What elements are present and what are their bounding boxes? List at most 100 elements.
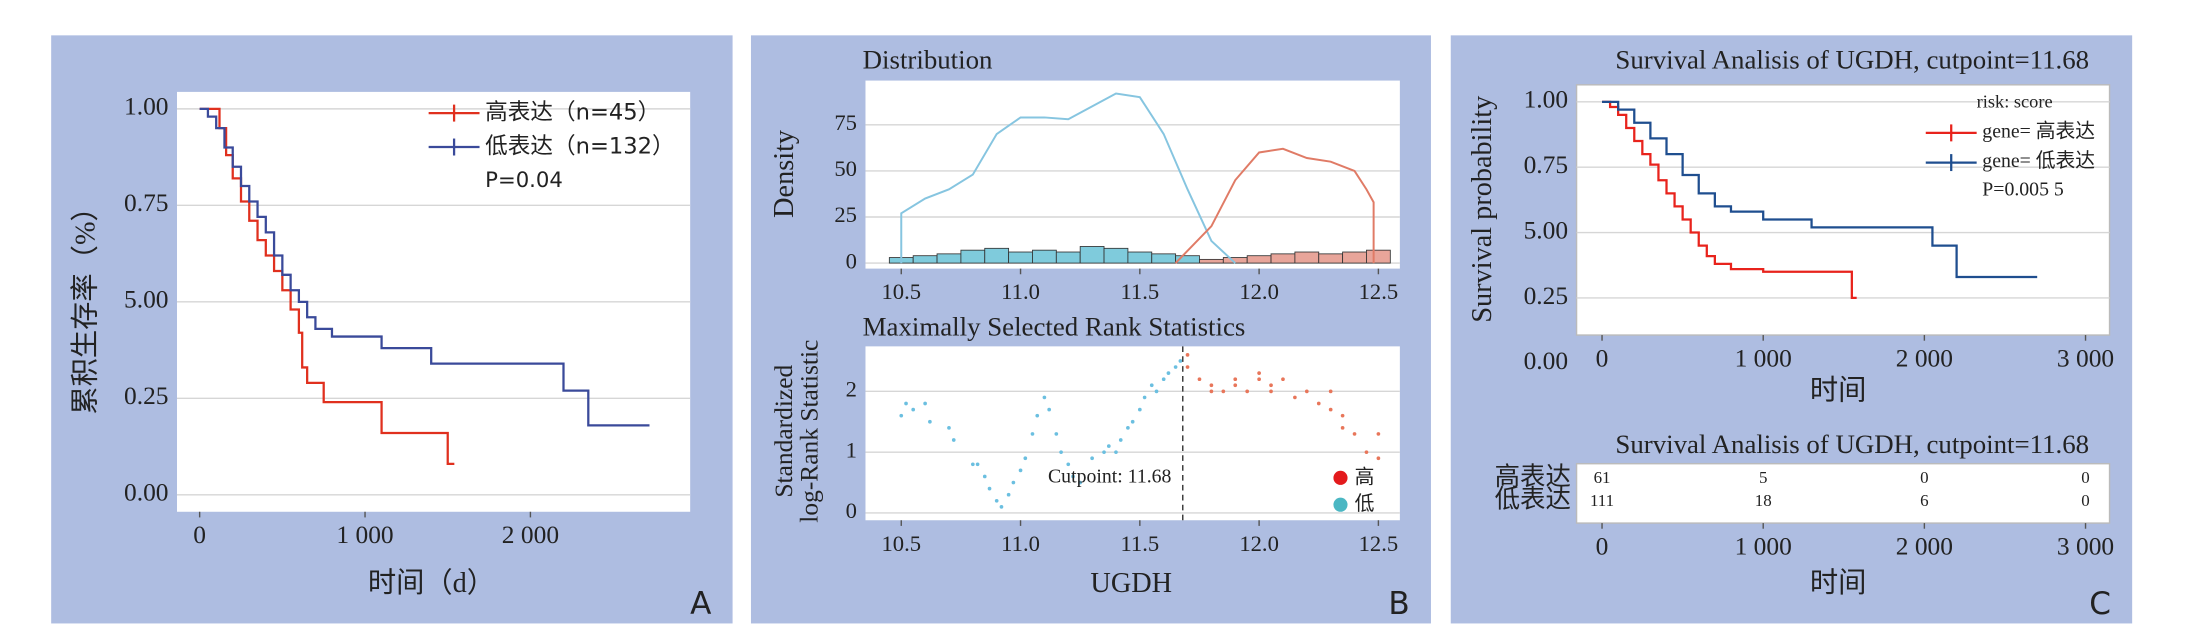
y-axis-label: Density	[769, 129, 800, 218]
scatter-point	[904, 401, 908, 406]
x-tick-label: 0	[1596, 531, 1609, 560]
histogram-bar	[1366, 249, 1391, 264]
scatter-point	[1018, 468, 1023, 473]
y-tick-label: 0.75	[1524, 150, 1569, 179]
row-label: 高表达	[1495, 462, 1571, 491]
scatter-point	[994, 498, 999, 503]
scatter-point	[1126, 425, 1130, 430]
scatter-point	[1281, 377, 1285, 382]
scatter-point	[1059, 450, 1063, 454]
histogram-bar	[1055, 251, 1081, 264]
scatter-point	[1114, 450, 1118, 454]
x-axis-label: 时间	[1810, 374, 1867, 406]
y-axis-label: Standardized	[769, 365, 798, 498]
histogram-bar	[1318, 253, 1344, 264]
legend-label: gene= 低表达	[1982, 150, 2095, 172]
x-tick-label: 1 000	[336, 520, 393, 549]
scatter-point	[1316, 401, 1321, 406]
scatter-point	[1118, 438, 1123, 442]
scatter-point	[1209, 383, 1214, 388]
table-cell: 111	[1590, 491, 1614, 510]
scatter-point	[1257, 377, 1261, 382]
scatter-point	[1154, 389, 1159, 394]
plot-area	[865, 80, 1400, 269]
scatter-point	[899, 413, 904, 418]
x-axis-label: UGDH	[1090, 568, 1172, 599]
scatter-point	[1340, 425, 1345, 430]
scatter-point	[1352, 432, 1357, 436]
scatter-point	[1245, 389, 1250, 394]
x-axis-label: 时间（d）	[368, 567, 495, 599]
scatter-point	[1173, 365, 1178, 369]
x-tick-label: 10.5	[881, 279, 921, 304]
scatter-point	[975, 462, 980, 467]
scatter-point	[1293, 395, 1297, 400]
scatter-point	[1269, 383, 1273, 388]
x-tick-label: 11.5	[1120, 279, 1159, 304]
scatter-point	[1376, 432, 1381, 436]
scatter-point	[999, 505, 1004, 509]
histogram-bar	[1079, 246, 1105, 264]
scatter-point	[1023, 456, 1028, 461]
y-tick-label: 1.00	[1524, 85, 1569, 114]
legend-label: 高	[1355, 465, 1375, 488]
x-tick-label: 12.0	[1239, 531, 1279, 556]
x-tick-label: 11.0	[1001, 531, 1040, 556]
x-tick-label: 2 000	[1896, 343, 1953, 372]
x-tick-label: 11.0	[1001, 279, 1040, 304]
x-tick-label: 3 000	[2057, 343, 2114, 372]
scatter-point	[1066, 462, 1071, 467]
y-tick-label: 50	[834, 156, 857, 181]
histogram-bar	[936, 253, 962, 264]
scatter-point	[1340, 413, 1345, 418]
histogram-bar	[912, 255, 938, 264]
table-cell: 0	[1920, 468, 1928, 487]
y-tick-label: 0	[846, 498, 857, 523]
histogram-bar	[1199, 258, 1224, 264]
scatter-point	[1035, 413, 1040, 418]
scatter-point	[1185, 365, 1190, 369]
table-cell: 0	[2081, 491, 2089, 510]
chart-title: Maximally Selected Rank Statistics	[863, 312, 1246, 342]
plot-area	[1575, 84, 2111, 336]
row-label: 低表达	[1495, 485, 1571, 514]
annotation: P=0.04	[485, 167, 563, 192]
y-tick-label: 5.00	[124, 285, 169, 314]
scatter-point	[1011, 480, 1016, 485]
scatter-point	[1328, 389, 1333, 394]
histogram-bar	[1103, 247, 1129, 264]
scatter-point	[982, 474, 987, 479]
x-tick-label: 11.5	[1120, 531, 1159, 556]
scatter-point	[1269, 389, 1273, 394]
scatter-point	[1102, 450, 1106, 454]
histogram-bar	[984, 247, 1010, 264]
y-tick-label: 0.00	[124, 478, 169, 507]
y-tick-label: 0.00	[1524, 346, 1569, 375]
legend-label: gene= 高表达	[1982, 120, 2095, 142]
y-tick-label: 1.00	[124, 92, 169, 121]
survival-curve	[1602, 100, 1857, 300]
histogram-bar	[1342, 251, 1367, 264]
density-curve	[1174, 147, 1375, 264]
scatter-point	[1047, 407, 1052, 412]
scatter-point	[1304, 389, 1309, 394]
x-axis-label: 时间	[1810, 567, 1867, 599]
y-tick-label: 0.75	[124, 188, 169, 217]
y-axis-label: Survival probability	[1467, 95, 1498, 323]
x-tick-label: 2 000	[1896, 531, 1953, 560]
y-tick-label: 75	[834, 110, 857, 135]
chart-title: Survival Analisis of UGDH, cutpoint=11.6…	[1615, 44, 2089, 74]
scatter-point	[1178, 359, 1183, 363]
y-tick-label: 2	[846, 377, 857, 402]
histogram-bar	[960, 249, 986, 264]
scatter-point	[987, 486, 992, 491]
scatter-point	[1376, 456, 1381, 461]
scatter-point	[1209, 389, 1214, 394]
histogram-bar	[1294, 251, 1320, 264]
legend-marker	[1333, 470, 1348, 485]
x-tick-label: 12.0	[1239, 279, 1279, 304]
legend-label: 低表达（n=132）	[485, 134, 674, 160]
legend-title: risk: score	[1977, 91, 2053, 111]
